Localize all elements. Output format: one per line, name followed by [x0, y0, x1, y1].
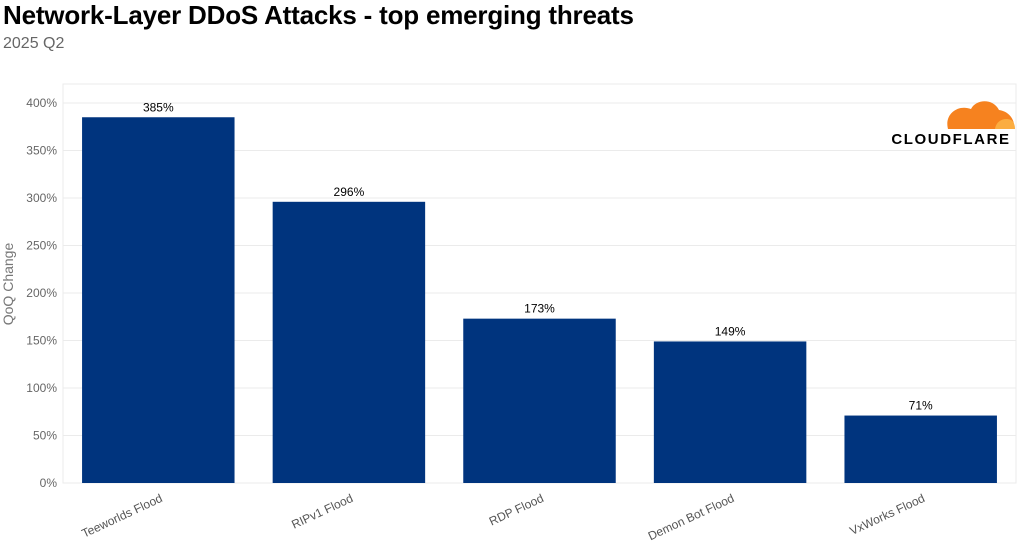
bar — [653, 341, 807, 483]
y-tick-label: 0% — [40, 476, 58, 490]
y-tick-label: 150% — [26, 334, 57, 348]
bar — [82, 117, 235, 483]
chart-title: Network-Layer DDoS Attacks - top emergin… — [3, 0, 634, 30]
bar — [272, 201, 426, 484]
y-tick-label: 350% — [26, 144, 57, 158]
data-label: 296% — [334, 185, 365, 199]
y-tick-label: 400% — [26, 96, 57, 110]
chart-subtitle: 2025 Q2 — [3, 35, 65, 52]
bar — [844, 415, 997, 483]
y-tick-label: 250% — [26, 239, 57, 253]
category-label: Demon Bot Flood — [646, 491, 737, 543]
category-label: VxWorks Flood — [848, 491, 927, 538]
bars — [82, 117, 997, 484]
data-labels: 385% 296% 173% 149% 71% — [143, 100, 933, 412]
data-label: 149% — [715, 324, 746, 338]
y-axis-ticks: 0% 50% 100% 150% 200% 250% 300% 350% 400% — [26, 96, 57, 490]
data-label: 71% — [909, 399, 933, 413]
y-axis-title: QoQ Change — [0, 243, 16, 326]
data-label: 173% — [524, 302, 555, 316]
y-tick-label: 50% — [33, 429, 57, 443]
cloud-icon — [947, 101, 1015, 129]
x-axis-categories: Teeworlds Flood RIPv1 Flood RDP Flood Demon… — [79, 491, 927, 543]
bar — [463, 318, 616, 483]
y-tick-label: 100% — [26, 381, 57, 395]
logo-wordmark: CLOUDFLARE — [891, 131, 1010, 148]
y-tick-label: 300% — [26, 191, 57, 205]
category-label: Teeworlds Flood — [79, 491, 164, 541]
y-tick-label: 200% — [26, 286, 57, 300]
data-label: 385% — [143, 100, 174, 114]
cloudflare-logo: CLOUDFLARE — [891, 101, 1015, 148]
category-label: RDP Flood — [487, 491, 546, 528]
category-label: RIPv1 Flood — [289, 491, 355, 532]
